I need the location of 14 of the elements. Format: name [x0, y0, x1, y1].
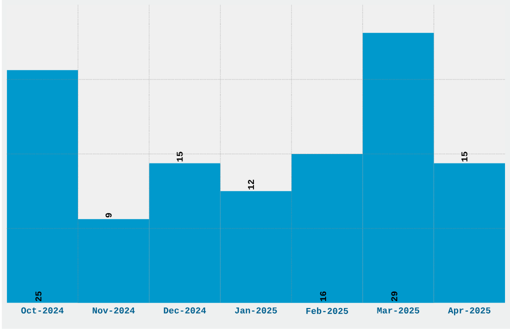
- x-tick-label: Nov-2024: [92, 308, 135, 314]
- data-label: 29: [391, 292, 398, 302]
- data-label: 16: [320, 292, 326, 302]
- x-tick-label: Oct-2024: [21, 308, 64, 314]
- x-tick-label: Mar-2025: [377, 308, 420, 314]
- x-tick-label: Feb-2025: [306, 308, 348, 314]
- x-tick-label: Apr-2025: [448, 308, 490, 316]
- data-label: 15: [461, 152, 468, 162]
- x-tick-label: Jan-2025: [234, 308, 277, 314]
- x-tick-label: Dec-2024: [164, 308, 206, 314]
- data-label: 12: [248, 180, 254, 190]
- data-label: 25: [35, 292, 42, 302]
- data-label: 9: [106, 213, 112, 218]
- data-label: 15: [176, 152, 183, 162]
